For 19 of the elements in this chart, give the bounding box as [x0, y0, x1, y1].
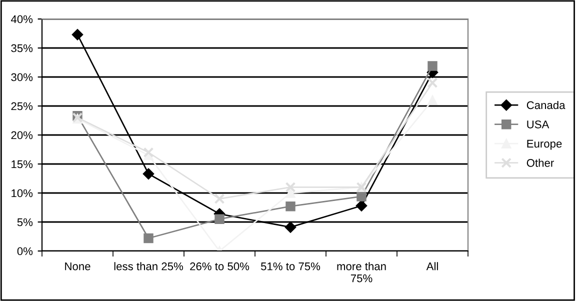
- x-tick-label: None: [65, 262, 90, 270]
- legend-label: USA: [527, 120, 550, 128]
- y-tick-label: 25%: [11, 102, 33, 110]
- legend-label: Canada: [526, 100, 566, 110]
- y-tick-label: 5%: [17, 218, 33, 226]
- y-tick-label: 30%: [11, 73, 33, 82]
- y-tick-label: 0%: [17, 247, 33, 256]
- x-tick-label: 26% to 50%: [190, 262, 250, 270]
- legend-label: Other: [526, 158, 554, 167]
- y-tick-label: 10%: [12, 189, 33, 198]
- x-tick-label: 51% to 75%: [260, 262, 320, 270]
- x-tick-label: All: [426, 262, 438, 270]
- y-tick-label: 35%: [11, 44, 33, 52]
- x-tick-label: less than 25%: [114, 262, 184, 270]
- y-tick-label: 40%: [10, 15, 33, 24]
- x-tick-label: more than 75%: [337, 262, 386, 282]
- y-tick-label: 20%: [11, 131, 33, 140]
- y-tick-label: 15%: [12, 160, 33, 168]
- legend-label: Europe: [527, 140, 562, 150]
